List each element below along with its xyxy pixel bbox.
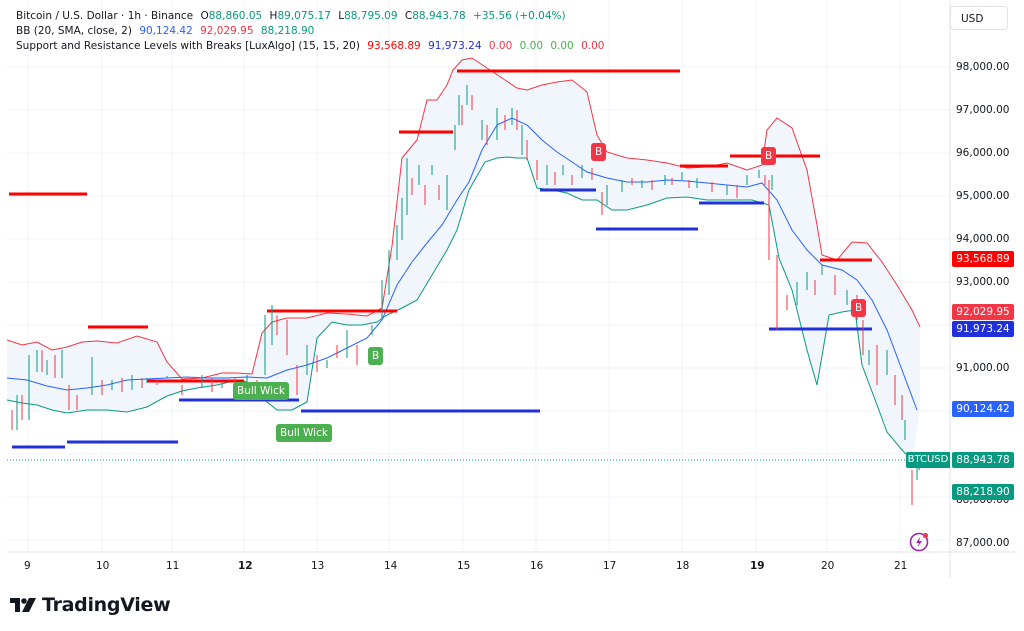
resistance-price-tag: 93,568.89 xyxy=(952,251,1014,267)
support-price-tag: 91,973.24 xyxy=(952,321,1014,337)
break-up-label: B xyxy=(368,347,384,365)
bull-wick-label-1: Bull Wick xyxy=(233,382,289,400)
bb-lower-price-tag: 88,218.90 xyxy=(952,484,1014,500)
bb-upper-value: 92,029.95 xyxy=(200,25,254,37)
break-down-label-1: B xyxy=(591,143,607,161)
open-value: 88,860.05 xyxy=(208,10,263,22)
time-tick: 13 xyxy=(311,560,325,572)
last-price-tag: 88,943.78 xyxy=(952,452,1014,468)
sr-value-4: 0.00 xyxy=(581,40,605,52)
bb-basis-price-tag: 90,124.42 xyxy=(952,401,1014,417)
close-value: 88,943.78 xyxy=(412,10,466,22)
sr-support-value: 91,973.24 xyxy=(428,40,482,52)
price-tick: 97,000.00 xyxy=(956,104,1010,116)
bb-indicator-title[interactable]: BB (20, SMA, close, 2) xyxy=(16,25,132,37)
bb-basis-value: 90,124.42 xyxy=(139,25,193,37)
symbol-title[interactable]: Bitcoin / U.S. Dollar · 1h · Binance xyxy=(16,10,194,22)
chart-legend: Bitcoin / U.S. Dollar · 1h · Binance O88… xyxy=(16,9,608,54)
low-label: L xyxy=(338,10,345,22)
time-tick: 9 xyxy=(24,560,31,572)
support-levels xyxy=(12,188,872,449)
price-tick: 98,000.00 xyxy=(956,61,1010,73)
time-tick: 19 xyxy=(750,560,765,572)
price-tick: 95,000.00 xyxy=(956,190,1010,202)
bull-wick-label-2: Bull Wick xyxy=(276,424,332,442)
bb-basis-line xyxy=(7,117,918,411)
sr-indicator-title[interactable]: Support and Resistance Levels with Break… xyxy=(16,40,360,52)
break-down-label-2: B xyxy=(761,147,777,165)
legend-bb-row[interactable]: BB (20, SMA, close, 2) 90,124.42 92,029.… xyxy=(16,24,608,39)
sr-value-3: 0.00 xyxy=(550,40,574,52)
time-tick: 17 xyxy=(603,560,617,572)
sr-value-1: 0.00 xyxy=(488,40,513,52)
legend-symbol-row[interactable]: Bitcoin / U.S. Dollar · 1h · Binance O88… xyxy=(16,9,608,24)
price-tick: 96,000.00 xyxy=(956,147,1010,159)
time-tick: 18 xyxy=(676,560,690,572)
bb-lower-value: 88,218.90 xyxy=(260,25,315,37)
price-tick: 87,000.00 xyxy=(956,537,1010,549)
price-tick: 94,000.00 xyxy=(956,233,1010,245)
time-tick: 11 xyxy=(166,560,180,572)
price-tick: 93,000.00 xyxy=(956,276,1010,288)
time-tick: 14 xyxy=(384,560,398,572)
lightning-icon[interactable] xyxy=(908,531,930,553)
high-value: 89,075.17 xyxy=(277,10,331,22)
low-value: 88,795.09 xyxy=(344,10,398,22)
price-chart[interactable] xyxy=(7,0,1017,578)
time-tick: 10 xyxy=(96,560,110,572)
bb-band-fill xyxy=(7,58,920,460)
sr-resistance-value: 93,568.89 xyxy=(367,40,421,52)
time-tick: 12 xyxy=(238,560,253,572)
sr-value-2: 0.00 xyxy=(519,40,544,52)
close-label: C xyxy=(404,10,413,22)
change-value: +35.56 (+0.04%) xyxy=(473,10,566,22)
open-label: O xyxy=(200,10,209,22)
bb-upper-line xyxy=(7,57,921,380)
legend-sr-row[interactable]: Support and Resistance Levels with Break… xyxy=(16,39,608,54)
time-tick: 21 xyxy=(894,560,908,572)
currency-button[interactable]: USD xyxy=(950,6,1008,30)
symbol-tag: BTCUSD xyxy=(906,452,950,468)
chart-area[interactable]: Bull Wick Bull Wick B B B B xyxy=(7,0,1017,578)
high-label: H xyxy=(269,10,278,22)
bb-upper-price-tag: 92,029.95 xyxy=(952,304,1014,320)
tradingview-logo[interactable]: TradingView xyxy=(10,594,171,616)
price-tick: 91,000.00 xyxy=(956,362,1010,374)
tradingview-logo-icon xyxy=(10,598,36,612)
time-tick: 20 xyxy=(821,560,835,572)
time-tick: 16 xyxy=(530,560,544,572)
brand-name: TradingView xyxy=(42,594,171,616)
candlesticks xyxy=(11,85,918,505)
break-down-label-3: B xyxy=(851,299,867,317)
time-tick: 15 xyxy=(457,560,471,572)
